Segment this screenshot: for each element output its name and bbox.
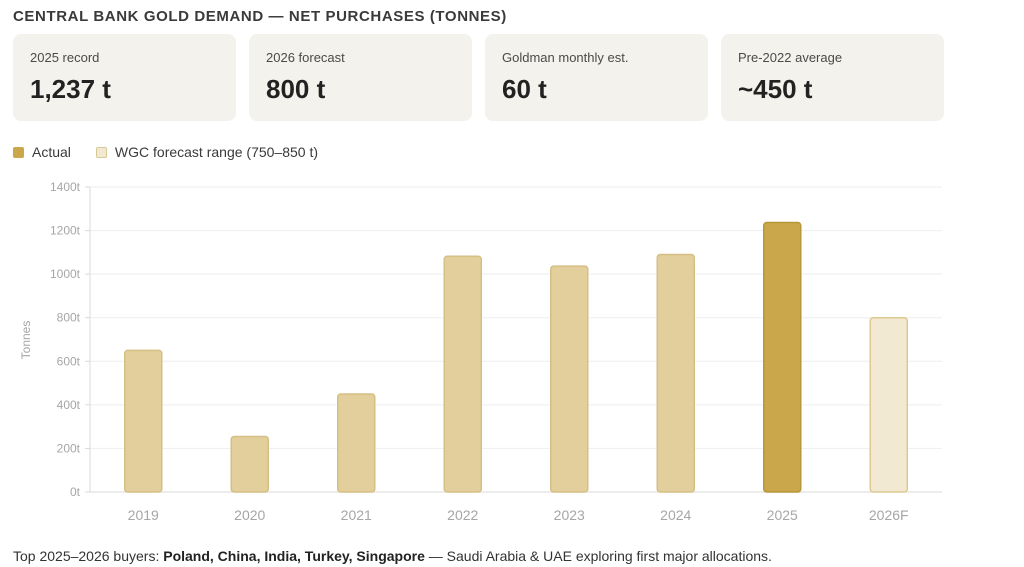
- axis-layer: 0t 200t 400t 600t 800t 1000t 1200t 1400t 2019 202…: [50, 180, 909, 523]
- stat-card-label: 2025 record: [30, 50, 100, 65]
- stat-card-value: 1,237 t: [30, 74, 111, 104]
- bar-2019[interactable]: [124, 349, 163, 493]
- y-tick-label: 800t: [57, 311, 81, 325]
- y-tick-label: 1400t: [50, 180, 81, 194]
- stat-card-2026-forecast: 2026 forecast 800 t: [249, 34, 472, 121]
- bar-layer: [124, 221, 908, 493]
- y-tick-label: 600t: [57, 354, 81, 368]
- y-tick-label: 1000t: [50, 267, 81, 281]
- y-tick-label: 400t: [57, 398, 81, 412]
- bar-2025[interactable]: [763, 221, 802, 493]
- y-tick-label: 200t: [57, 441, 81, 455]
- bar-2024[interactable]: [656, 253, 695, 493]
- legend-label-actual: Actual: [32, 144, 71, 160]
- bar-chart: 0t 200t 400t 600t 800t 1000t 1200t 1400t 2019 202…: [19, 180, 942, 523]
- stat-card-value: 60 t: [502, 74, 547, 104]
- x-tick-label: 2022: [447, 507, 478, 523]
- x-tick-label: 2019: [128, 507, 159, 523]
- legend-item-forecast[interactable]: WGC forecast range (750–850 t): [95, 144, 319, 160]
- x-tick-label: 2020: [234, 507, 265, 523]
- y-axis-title: Tonnes: [19, 321, 33, 360]
- stat-card-2025-record: 2025 record 1,237 t: [13, 34, 236, 121]
- footnote-buyers: Poland, China, India, Turkey, Singapore: [163, 548, 425, 564]
- stat-card-label: 2026 forecast: [266, 50, 345, 65]
- bar-2023[interactable]: [550, 265, 589, 493]
- legend-label-forecast: WGC forecast range (750–850 t): [114, 144, 319, 160]
- stat-card-value: ~450 t: [738, 74, 813, 104]
- summary-cards: 2025 record 1,237 t 2026 forecast 800 t …: [13, 34, 944, 121]
- stat-card-pre-2022-average: Pre-2022 average ~450 t: [721, 34, 944, 121]
- footnote-suffix: — Saudi Arabia & UAE exploring first maj…: [424, 548, 772, 564]
- legend-swatch-actual: [13, 146, 24, 158]
- footnote-prefix: Top 2025–2026 buyers:: [13, 548, 164, 564]
- footnote: Top 2025–2026 buyers: Poland, China, Ind…: [13, 548, 772, 564]
- x-tick-label: 2023: [554, 507, 585, 523]
- legend-item-actual[interactable]: Actual: [13, 144, 71, 160]
- legend-swatch-forecast: [95, 146, 107, 158]
- bar-2021[interactable]: [337, 393, 376, 493]
- stat-card-value: 800 t: [266, 74, 326, 104]
- bar-2026f[interactable]: [869, 316, 908, 493]
- chart-legend: Actual WGC forecast range (750–850 t): [13, 144, 343, 160]
- y-tick-label: 1200t: [50, 224, 81, 238]
- grid-layer: [90, 186, 942, 493]
- bar-2020[interactable]: [230, 435, 269, 493]
- x-tick-label: 2021: [341, 507, 372, 523]
- x-tick-label: 2024: [660, 507, 691, 523]
- x-tick-label: 2025: [767, 507, 798, 523]
- bar-2022[interactable]: [443, 255, 482, 493]
- page-title: CENTRAL BANK GOLD DEMAND — NET PURCHASES…: [13, 8, 507, 25]
- stat-card-goldman-monthly: Goldman monthly est. 60 t: [485, 34, 708, 121]
- stat-card-label: Pre-2022 average: [738, 50, 843, 65]
- stat-card-label: Goldman monthly est.: [502, 50, 629, 65]
- x-tick-label: 2026F: [869, 507, 909, 523]
- y-tick-label: 0t: [70, 485, 81, 499]
